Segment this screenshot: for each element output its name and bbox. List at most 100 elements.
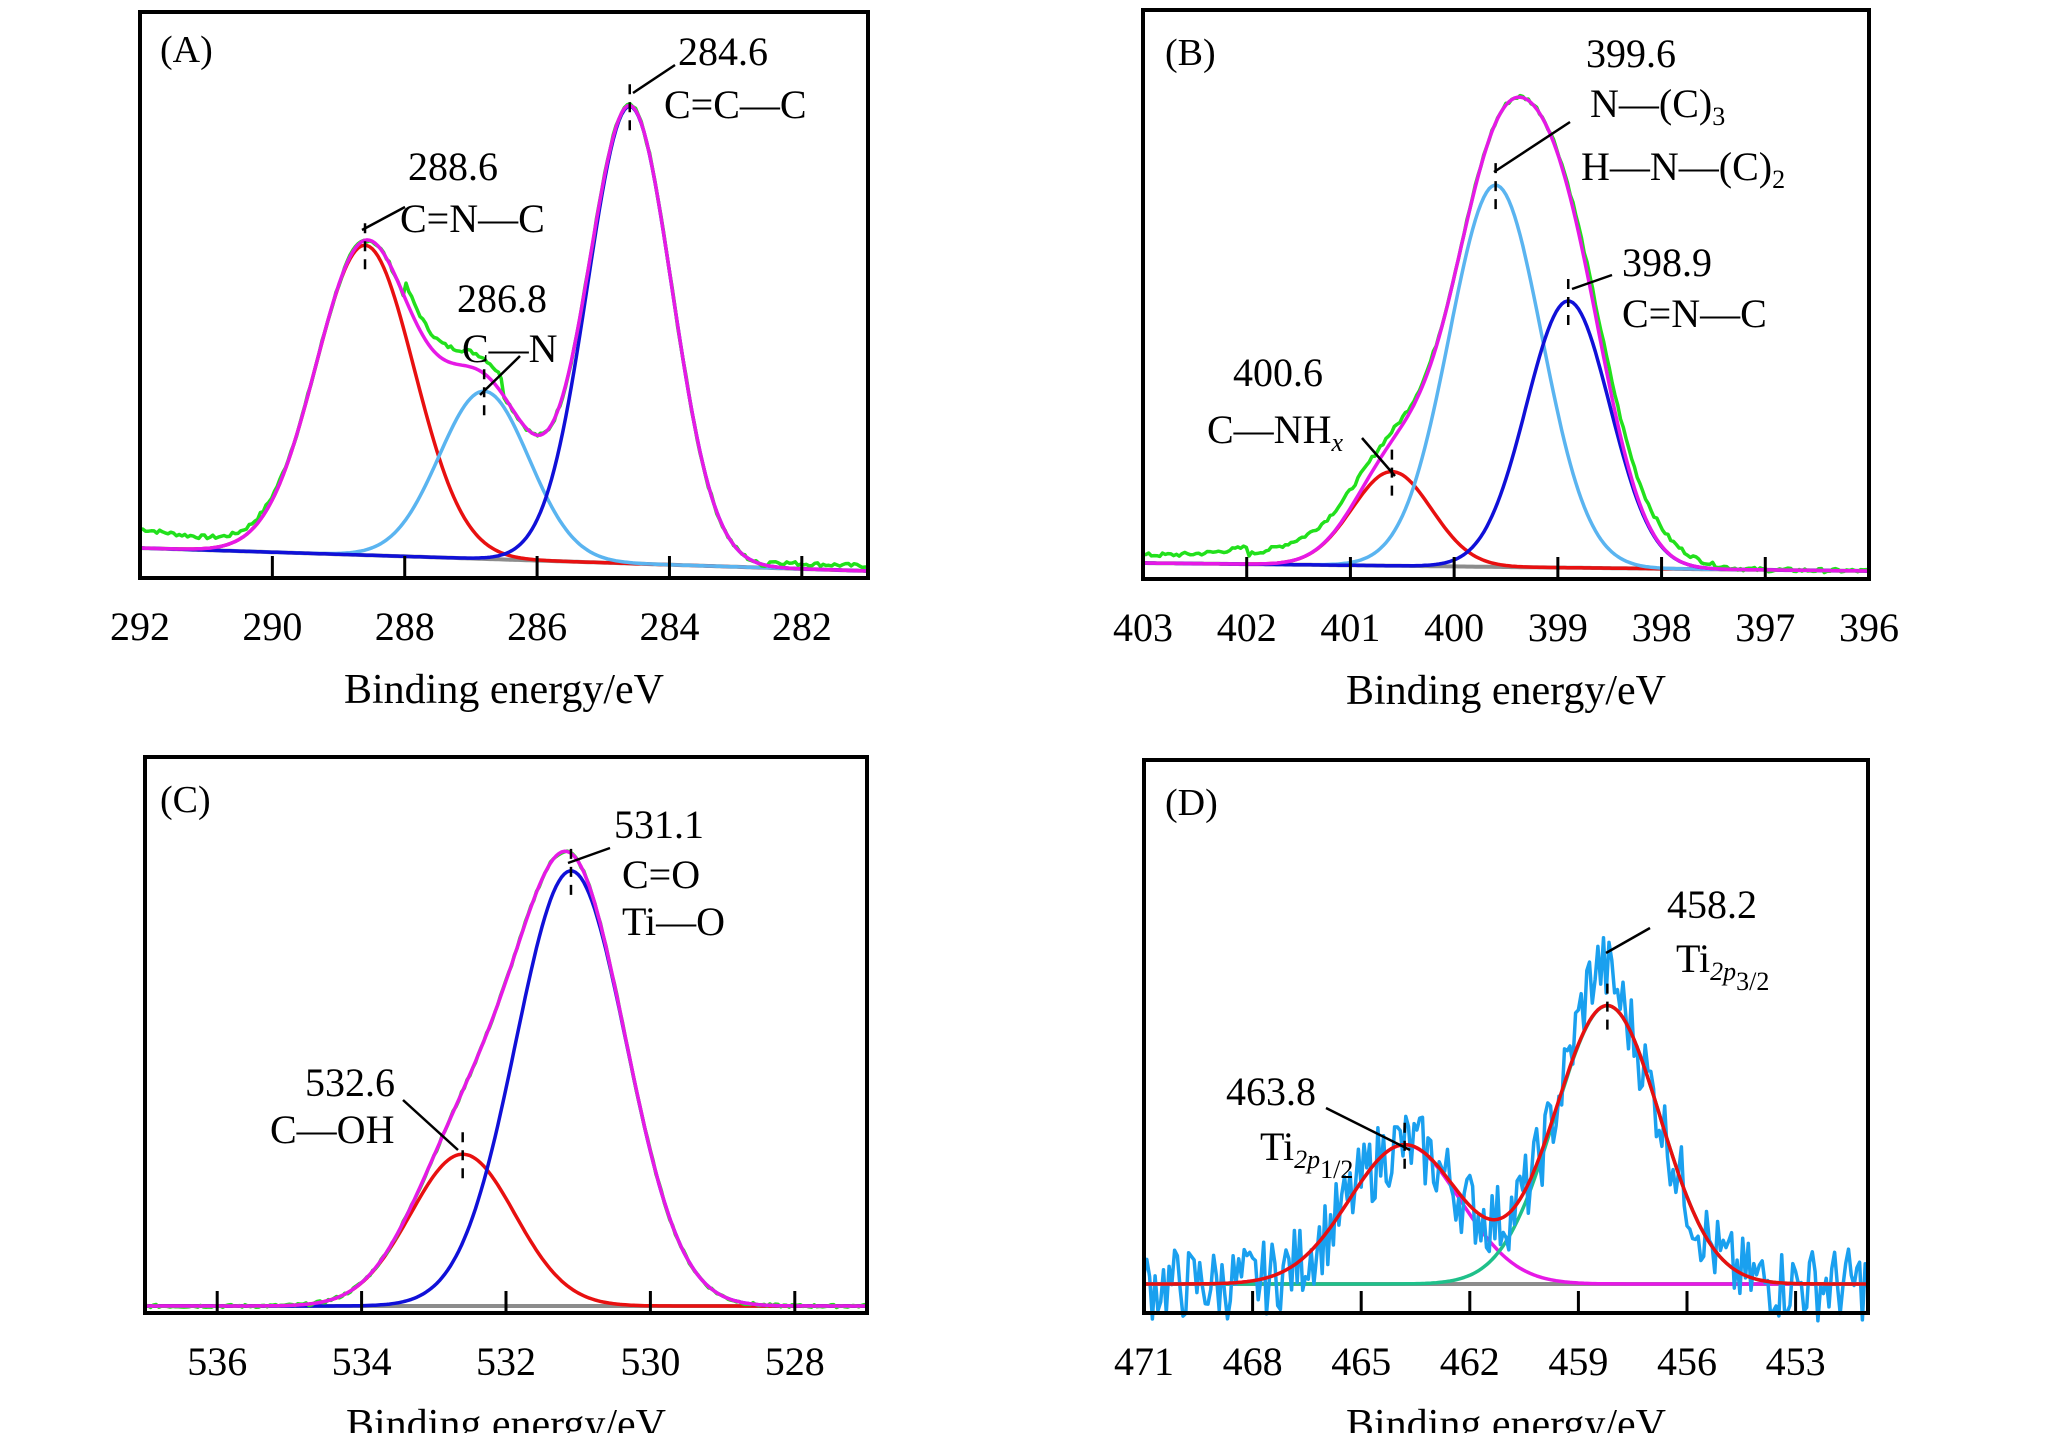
annotation-leader [567, 846, 611, 865]
component-curve-400.6 [1143, 469, 1869, 573]
species-text: C—N [462, 326, 558, 371]
x-axis-label: Binding energy/eV [346, 1402, 666, 1433]
peak-species-label: C—NHx [1207, 407, 1343, 457]
chart-panel-c: 536 534 532 530 528 Binding energy/eV (C) 532.6… [143, 755, 869, 1433]
x-tick-label: 468 [1223, 1339, 1283, 1384]
annotation-leader [1325, 1106, 1411, 1152]
peak-value-label: 398.9 [1622, 240, 1712, 285]
species-text: C—NH [1207, 407, 1331, 452]
x-tick-label: 401 [1320, 605, 1380, 650]
plot-frame [1142, 758, 1870, 1315]
peak-value-label: 284.6 [678, 29, 768, 74]
x-tick-label: 398 [1632, 605, 1692, 650]
x-tick-label: 288 [375, 604, 435, 649]
x-tick-label: 290 [242, 604, 302, 649]
peak-species-label: Ti2p3/2 [1676, 936, 1769, 996]
x-tick-label: 402 [1217, 605, 1277, 650]
peak-value-label: 532.6 [305, 1060, 395, 1105]
annotation-leader [1493, 120, 1571, 174]
peak-value-label: 458.2 [1667, 882, 1757, 927]
species-subscript: 3 [1712, 102, 1725, 131]
x-tick-label: 536 [187, 1339, 247, 1384]
annotation-leader [1571, 273, 1613, 291]
peak-species-label: Ti2p1/2 [1260, 1124, 1353, 1184]
species-text: C—OH [270, 1107, 394, 1152]
plot-frame [143, 755, 869, 1315]
peak-value-label: 286.8 [457, 276, 547, 321]
x-tick-label: 459 [1548, 1339, 1608, 1384]
x-tick-label: 453 [1766, 1339, 1826, 1384]
annotation-leader [479, 355, 521, 396]
x-tick-label: 399 [1528, 605, 1588, 650]
peak-species-label: C=N—C [1622, 291, 1767, 336]
annotation-leader [361, 205, 406, 232]
species-text: N—(C) [1590, 81, 1712, 126]
plot-frame [138, 10, 870, 580]
species-subscript: x [1330, 428, 1343, 457]
raw-data-curve [1142, 936, 1870, 1323]
raw-data-curve [144, 849, 869, 1310]
envelope-curve [1144, 1003, 1868, 1286]
x-axis-label: Binding energy/eV [1346, 668, 1666, 714]
component-curve-532.6 [145, 1152, 867, 1308]
component-curve-286.8 [139, 389, 869, 573]
peak-value-label: 463.8 [1226, 1069, 1316, 1114]
species-text: C=O [622, 852, 700, 897]
peak-species-label: C=N—C [400, 196, 545, 241]
x-tick-label: 286 [507, 604, 567, 649]
species-text: Ti [1260, 1124, 1294, 1169]
x-tick-label: 396 [1839, 605, 1899, 650]
component-curve-531.1 [145, 869, 867, 1308]
peak-species-label-2: Ti—O [622, 899, 725, 944]
panel-label: (B) [1165, 32, 1216, 74]
x-tick-label: 403 [1113, 605, 1173, 650]
x-tick-label: 284 [639, 604, 699, 649]
x-tick-label: 465 [1331, 1339, 1391, 1384]
species-subscript: 2p [1294, 1145, 1320, 1174]
peak-value-label: 399.6 [1586, 31, 1676, 76]
panel-label: (C) [160, 779, 211, 821]
x-tick-label: 528 [765, 1339, 825, 1384]
plot-frame [1141, 8, 1871, 581]
peak-value-label: 400.6 [1233, 350, 1323, 395]
chart-panel-a: 292 290 288 286 284 282 Binding energy/eV (A) 28… [110, 10, 870, 713]
species-text: H—N—(C) [1581, 144, 1772, 189]
x-tick-label: 532 [476, 1339, 536, 1384]
species-subscript: 2 [1772, 165, 1785, 194]
x-tick-label: 462 [1440, 1339, 1500, 1384]
species-subsubscript: 1/2 [1320, 1155, 1353, 1184]
panel-label: (A) [160, 29, 213, 71]
peak-species-label: C—OH [270, 1107, 394, 1152]
x-tick-label: 471 [1114, 1339, 1174, 1384]
chart-panel-d: 471 468 465 462 459 456 453 Binding energy/eV (D… [1114, 758, 1870, 1433]
species-subscript: 2p [1710, 957, 1736, 986]
panel-label: (D) [1165, 782, 1218, 824]
peak-species-label: N—(C)3 [1590, 81, 1725, 131]
peak-species-label-2: H—N—(C)2 [1581, 144, 1785, 194]
x-axis-label: Binding energy/eV [344, 667, 664, 713]
x-axis-label: Binding energy/eV [1346, 1402, 1666, 1433]
chart-panel-b: 403 402 401 400 399 398 397 396 Binding energy/e… [1113, 8, 1899, 714]
envelope-curve [145, 849, 867, 1308]
annotation-leader [1361, 437, 1396, 477]
peak-value-label: 288.6 [408, 144, 498, 189]
species-text: C=C—C [664, 82, 807, 127]
species-text: C=N—C [1622, 291, 1767, 336]
x-tick-label: 400 [1424, 605, 1484, 650]
x-tick-label: 397 [1735, 605, 1795, 650]
species-text: C=N—C [400, 196, 545, 241]
x-tick-label: 456 [1657, 1339, 1717, 1384]
peak-species-label: C—N [462, 326, 558, 371]
envelope-curve [139, 103, 869, 573]
x-tick-label: 534 [332, 1339, 392, 1384]
annotation-leader [632, 63, 676, 95]
x-tick-label: 282 [772, 604, 832, 649]
species-subsubscript: 3/2 [1736, 967, 1769, 996]
species-text: Ti [1676, 936, 1710, 981]
peak-species-label: C=O [622, 852, 700, 897]
peak-value-label: 531.1 [614, 802, 704, 847]
annotation-leader [402, 1099, 459, 1151]
x-tick-label: 530 [620, 1339, 680, 1384]
x-tick-label: 292 [110, 604, 170, 649]
